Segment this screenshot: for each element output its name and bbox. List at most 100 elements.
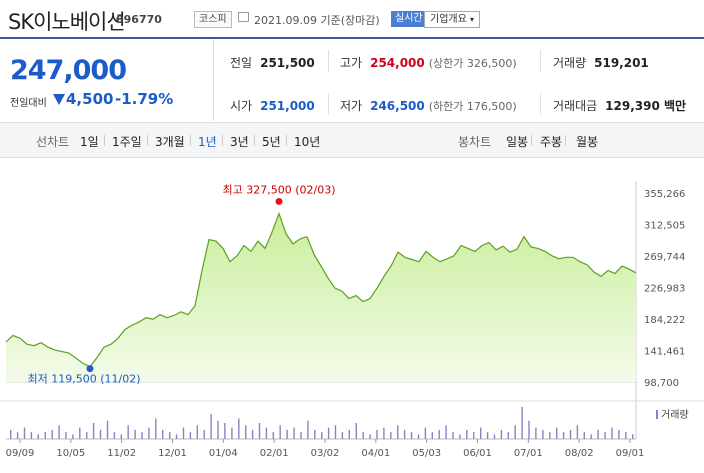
volume-bar	[293, 427, 295, 439]
volume-bar	[431, 432, 433, 439]
volume-bar	[224, 423, 226, 439]
volume-bar	[314, 429, 316, 439]
line-chart-label: 선차트	[36, 135, 70, 149]
volume-bar	[362, 432, 364, 439]
volume-bar	[459, 434, 461, 439]
volume-bar	[417, 434, 420, 439]
tab-3y[interactable]: 3년	[230, 135, 249, 149]
volume-bar	[127, 425, 129, 439]
header-divider	[0, 37, 704, 39]
volume-bar	[79, 427, 81, 439]
tab-3m[interactable]: 3개월	[155, 135, 185, 149]
volume-bar	[438, 429, 440, 439]
volume-bar	[134, 429, 136, 439]
volume-bar	[521, 407, 523, 439]
market-badge: 코스피	[194, 11, 232, 28]
volume-bar	[562, 432, 565, 439]
volume-bar	[507, 432, 509, 439]
x-tick-label: 07/01	[514, 448, 543, 459]
company-info-label: 기업개요	[430, 14, 467, 25]
high-label: 고가	[340, 56, 363, 70]
candle-chart-label: 봉차트	[458, 135, 492, 149]
volume-bar	[355, 423, 357, 439]
volume-bar	[576, 425, 579, 439]
volume-bar	[549, 432, 551, 439]
low-label: 저가	[340, 99, 363, 113]
amount-label: 거래대금	[553, 99, 598, 113]
change-label: 전일대비	[10, 98, 47, 109]
prev-close-label: 전일	[230, 56, 253, 70]
volume-bar	[334, 425, 337, 439]
price-area	[6, 213, 636, 382]
volume-bar	[37, 434, 39, 439]
x-tick-label: 04/01	[361, 448, 390, 459]
prev-close-cell: 전일 251,500	[230, 54, 315, 71]
x-tick-label: 02/01	[260, 448, 289, 459]
volume-bar	[542, 429, 544, 439]
upper-limit: (상한가 326,500)	[428, 57, 517, 70]
x-tick-label: 11/02	[107, 448, 136, 459]
tab-monthly[interactable]: 월봉	[576, 135, 599, 149]
volume-bar	[113, 432, 116, 439]
chart-period-tabs: 선차트 1일 1주일 3개월 1년 3년 5년 10년 봉차트 일봉 주봉 월봉	[0, 122, 704, 158]
volume-bar	[625, 432, 627, 439]
high-cell: 고가 254,000 (상한가 326,500)	[340, 54, 517, 71]
tab-5y[interactable]: 5년	[262, 135, 281, 149]
tab-1d[interactable]: 1일	[80, 135, 99, 149]
volume-bar	[445, 425, 447, 439]
x-tick-label: 08/02	[565, 448, 594, 459]
tab-10y[interactable]: 10년	[294, 135, 321, 149]
tab-weekly[interactable]: 주봉	[540, 135, 563, 149]
volume-bar	[390, 432, 392, 439]
volume-bar	[327, 427, 330, 439]
current-price: 247,000	[10, 55, 127, 86]
volume-bar	[148, 427, 150, 439]
stock-header: SK이노베이션 096770 코스피 2021.09.09 기준(장마감) 실시…	[0, 0, 704, 36]
volume-bar	[196, 425, 198, 439]
volume-bar	[272, 432, 274, 439]
realtime-button[interactable]: 실시간	[391, 11, 427, 27]
volume-bar	[486, 432, 489, 439]
x-tick-label: 10/05	[56, 448, 85, 459]
company-name: SK이노베이션	[8, 10, 126, 34]
x-tick-label: 01/04	[209, 448, 238, 459]
volume-bar	[369, 434, 371, 439]
open-label: 시가	[230, 99, 253, 113]
volume-bar	[348, 429, 350, 439]
x-tick-label: 05/03	[412, 448, 441, 459]
change-value: 4,500	[66, 90, 114, 108]
volume-bar	[120, 434, 122, 439]
volume-bar	[182, 427, 185, 439]
volume-bar	[383, 427, 385, 439]
y-tick-label: 226,983	[644, 284, 685, 295]
volume-bar	[238, 418, 240, 439]
volume-bar	[535, 427, 537, 439]
x-tick-label: 09/09	[6, 448, 35, 459]
date-text: 2021.09.09 기준(장마감)	[254, 14, 380, 27]
volume-bar	[341, 432, 344, 439]
volume-bar	[321, 432, 323, 439]
volume-bar	[300, 432, 302, 439]
volume-bar	[189, 432, 192, 439]
open-value: 251,000	[260, 99, 315, 113]
volume-bar	[279, 425, 281, 439]
volume-bar	[480, 427, 482, 439]
company-info-dropdown[interactable]: 기업개요 ▾	[424, 11, 481, 28]
tab-1w[interactable]: 1주일	[112, 135, 142, 149]
volume-bar	[155, 418, 157, 439]
volume-bar	[10, 429, 12, 439]
volume-bar	[403, 429, 406, 439]
y-tick-label: 184,222	[644, 315, 685, 326]
volume-bar	[44, 432, 46, 439]
volume-bar	[493, 434, 496, 439]
volume-bar	[569, 429, 572, 439]
y-tick-label: 98,700	[644, 378, 679, 389]
tab-daily[interactable]: 일봉	[506, 135, 529, 149]
y-axis-ticks: 355,266 312,505 269,744 226,983 184,222 141,4…	[644, 189, 685, 389]
volume-bar	[106, 420, 109, 439]
min-annotation: 최저 119,500 (11/02)	[27, 373, 140, 386]
volume-bar	[632, 434, 634, 439]
volume-bar	[65, 432, 67, 439]
tab-1y[interactable]: 1년	[198, 135, 217, 149]
volume-bar	[231, 427, 233, 439]
